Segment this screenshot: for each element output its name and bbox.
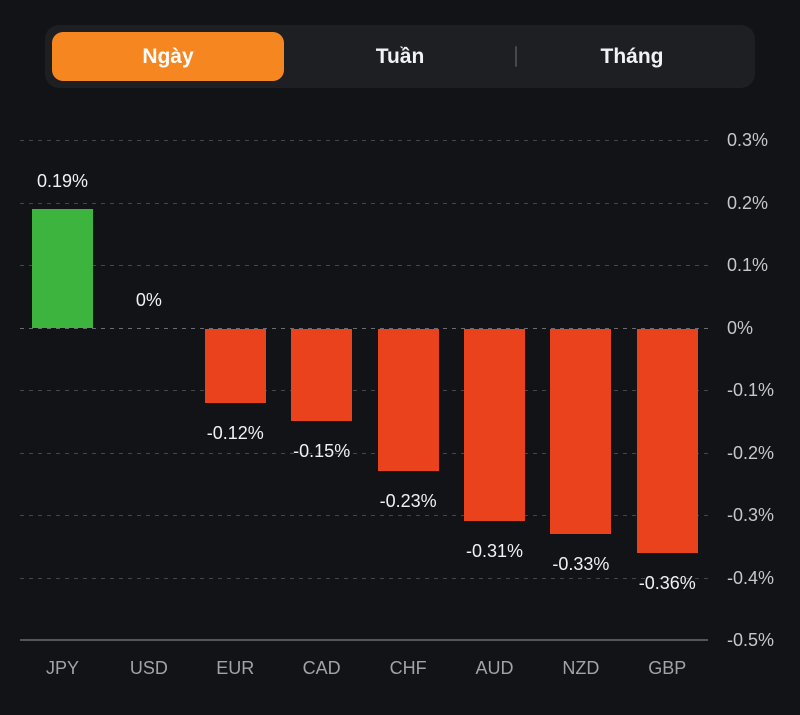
- gridline: [20, 140, 708, 141]
- gridline: [20, 327, 708, 329]
- bar-value-label-AUD: -0.31%: [465, 541, 524, 562]
- y-tick-label: -0.5%: [727, 630, 775, 650]
- bar-GBP[interactable]: [636, 328, 698, 553]
- gridline: [20, 515, 708, 516]
- x-category-label-CHF: CHF: [389, 658, 427, 678]
- y-tick-label: -0.2%: [727, 442, 775, 463]
- bar-value-label-NZD: -0.33%: [552, 553, 610, 574]
- x-category-label-CAD: CAD: [302, 658, 341, 678]
- bar-CAD[interactable]: [291, 328, 353, 422]
- gridline: [20, 265, 708, 266]
- y-tick-label: 0.2%: [727, 192, 769, 213]
- bar-NZD[interactable]: [550, 328, 612, 534]
- gridline: [20, 452, 708, 454]
- gridline: [20, 639, 708, 641]
- x-category-label-USD: USD: [129, 658, 168, 678]
- bar-value-label-CHF: -0.23%: [379, 491, 437, 512]
- period-tabs: Ngày Tuần Tháng: [45, 25, 755, 88]
- bar-AUD[interactable]: [464, 328, 525, 522]
- bar-CHF[interactable]: [377, 328, 439, 472]
- tab-week[interactable]: Tuần: [284, 32, 516, 81]
- tab-day[interactable]: Ngày: [52, 32, 284, 81]
- bar-value-label-EUR: -0.12%: [206, 422, 264, 443]
- gridline: [20, 577, 708, 579]
- y-tick-label: 0%: [727, 317, 754, 338]
- y-tick-label: -0.1%: [727, 380, 775, 400]
- bar-value-label-JPY: 0.19%: [36, 170, 89, 191]
- gridline: [20, 202, 708, 204]
- x-category-label-NZD: NZD: [562, 658, 600, 678]
- gridline: [20, 390, 708, 391]
- y-tick-label: 0.1%: [727, 255, 769, 275]
- x-category-label-EUR: EUR: [216, 658, 255, 678]
- tab-month[interactable]: Tháng: [516, 32, 748, 81]
- y-tick-label: 0.3%: [727, 130, 769, 150]
- bar-value-label-CAD: -0.15%: [293, 441, 351, 462]
- bar-JPY[interactable]: [32, 208, 93, 328]
- x-category-label-GBP: GBP: [648, 658, 687, 678]
- bar-EUR[interactable]: [204, 328, 266, 403]
- tab-divider: [515, 46, 517, 67]
- bar-value-label-USD: 0%: [135, 289, 162, 310]
- x-category-label-AUD: AUD: [475, 658, 514, 678]
- y-tick-label: -0.4%: [727, 567, 775, 588]
- bar-value-label-GBP: -0.36%: [638, 572, 696, 593]
- y-tick-label: -0.3%: [727, 505, 775, 525]
- x-category-label-JPY: JPY: [45, 658, 80, 678]
